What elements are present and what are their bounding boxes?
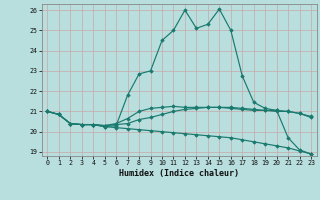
X-axis label: Humidex (Indice chaleur): Humidex (Indice chaleur) <box>119 169 239 178</box>
